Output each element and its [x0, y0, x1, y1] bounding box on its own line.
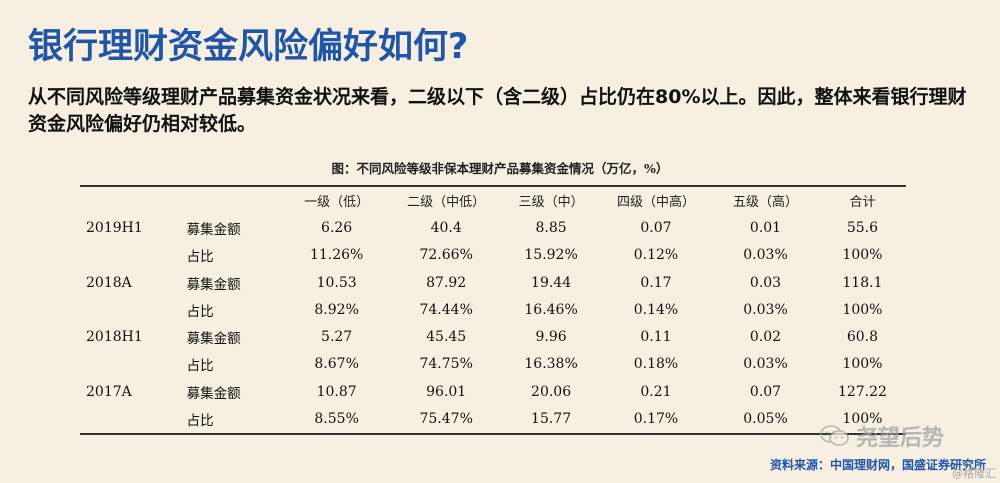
value-cell: 0.21	[640, 383, 672, 400]
value-cell: 0.07	[640, 219, 672, 236]
value-cell: 0.07	[749, 383, 782, 400]
header-empty-metric	[187, 187, 284, 214]
value-cell: 20.06	[531, 383, 572, 400]
value-cell: 0.12%	[633, 247, 679, 264]
value-cell: 0.02	[749, 329, 782, 346]
period-cell: 2019H1	[86, 219, 143, 236]
value-cell: 72.66%	[419, 247, 473, 264]
value-cell: 5.27	[321, 329, 353, 346]
value-cell: 0.17%	[633, 411, 679, 428]
value-cell: 87.92	[426, 274, 467, 291]
value-cell: 6.26	[321, 219, 353, 236]
metric-cell: 占比	[186, 303, 214, 320]
value-cell: 100%	[842, 301, 883, 318]
watermark: 尧望后势	[820, 420, 944, 452]
period-cell-empty	[80, 296, 187, 323]
value-cell: 127.22	[837, 383, 887, 400]
value-cell: 60.8	[846, 329, 879, 346]
period-cell-empty	[80, 242, 187, 269]
header-level-4: 四级（中高）	[616, 195, 695, 211]
value-cell: 19.44	[531, 274, 572, 291]
value-cell: 11.26%	[309, 247, 364, 264]
metric-cell: 占比	[186, 358, 214, 375]
period-cell: 2017A	[86, 383, 132, 400]
table-row: 占比 11.26% 72.66% 15.92% 0.12% 0.03% 100%	[80, 242, 906, 269]
source-note: 资料来源：中国理财网，国盛证券研究所	[769, 458, 986, 472]
value-cell: 55.6	[846, 219, 879, 236]
value-cell: 100%	[842, 247, 883, 264]
value-cell: 10.87	[316, 383, 357, 400]
header-level-5: 五级（高）	[733, 195, 799, 211]
value-cell: 100%	[842, 411, 883, 428]
value-cell: 74.75%	[419, 356, 473, 373]
table-row: 2019H1 募集金额 6.26 40.4 8.85 0.07 0.01 55.…	[80, 214, 906, 241]
period-cell-empty	[80, 351, 187, 378]
value-cell: 0.11	[640, 329, 672, 346]
watermark-text: 尧望后势	[856, 426, 945, 451]
header-level-1: 一级（低）	[304, 195, 370, 211]
lead-text: 从不同风险等级理财产品募集资金状况来看，二级以下（含二级）占比仍在80%以上。因…	[28, 86, 967, 135]
value-cell: 75.47%	[419, 411, 473, 428]
value-cell: 16.46%	[524, 301, 578, 318]
value-cell: 118.1	[842, 274, 883, 291]
value-cell: 8.92%	[314, 301, 359, 318]
value-cell: 0.03	[749, 274, 782, 291]
value-cell: 9.96	[535, 329, 567, 346]
value-cell: 96.01	[426, 383, 467, 400]
table-caption: 图：不同风险等级非保本理财产品募集资金情况（万亿，%）	[331, 161, 669, 176]
header-level-3: 三级（中）	[518, 195, 584, 211]
value-cell: 0.17	[640, 274, 672, 291]
fundraising-table: 一级（低） 二级（中低） 三级（中） 四级（中高） 五级（高） 合计 2019H…	[80, 185, 906, 435]
header-level-2: 二级（中低）	[407, 195, 486, 211]
value-cell: 8.55%	[314, 411, 359, 428]
value-cell: 0.14%	[633, 301, 679, 318]
value-cell: 0.03%	[743, 247, 788, 264]
value-cell: 74.44%	[419, 301, 473, 318]
table-row: 占比 8.67% 74.75% 16.38% 0.18% 0.03% 100%	[80, 351, 906, 378]
table-row: 2018H1 募集金额 5.27 45.45 9.96 0.11 0.02 60…	[80, 323, 906, 350]
value-cell: 15.92%	[524, 247, 578, 264]
value-cell: 0.18%	[633, 356, 679, 373]
value-cell: 8.85	[535, 219, 567, 236]
watermark-subtext: @格隆汇	[952, 467, 996, 480]
value-cell: 15.77	[531, 411, 572, 428]
header-total: 合计	[849, 195, 876, 211]
value-cell: 16.38%	[524, 356, 578, 373]
metric-cell: 占比	[186, 413, 214, 430]
table-row: 2017A 募集金额 10.87 96.01 20.06 0.21 0.07 1…	[80, 378, 906, 405]
value-cell: 0.03%	[743, 301, 788, 318]
metric-cell: 募集金额	[186, 221, 241, 238]
value-cell: 0.03%	[743, 356, 788, 373]
period-cell: 2018H1	[86, 329, 143, 346]
table-header-row: 一级（低） 二级（中低） 三级（中） 四级（中高） 五级（高） 合计	[80, 187, 906, 214]
value-cell: 10.53	[316, 274, 357, 291]
value-cell: 0.01	[749, 219, 782, 236]
metric-cell: 占比	[186, 249, 214, 266]
header-empty-period	[80, 187, 187, 214]
value-cell: 0.05%	[743, 411, 788, 428]
wechat-icon	[820, 425, 849, 446]
metric-cell: 募集金额	[186, 276, 241, 293]
period-cell-empty	[80, 405, 187, 432]
value-cell: 40.4	[430, 219, 462, 236]
metric-cell: 募集金额	[186, 385, 241, 402]
value-cell: 100%	[842, 356, 883, 373]
value-cell: 45.45	[426, 329, 467, 346]
table-row: 占比 8.55% 75.47% 15.77 0.17% 0.05% 100%	[80, 405, 906, 432]
metric-cell: 募集金额	[186, 331, 241, 348]
value-cell: 8.67%	[314, 356, 359, 373]
table-row: 占比 8.92% 74.44% 16.46% 0.14% 0.03% 100%	[80, 296, 906, 323]
table-row: 2018A 募集金额 10.53 87.92 19.44 0.17 0.03 1…	[80, 269, 906, 296]
period-cell: 2018A	[86, 274, 132, 291]
slide-title: 银行理财资金风险偏好如何?	[28, 27, 469, 67]
